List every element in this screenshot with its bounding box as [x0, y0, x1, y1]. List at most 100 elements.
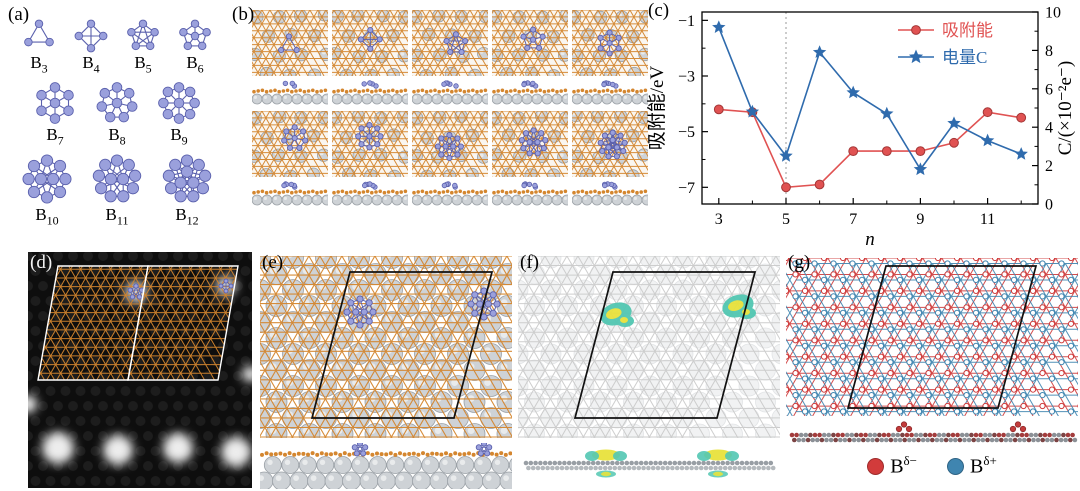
cluster-label: B7	[46, 124, 64, 148]
cluster-row: B3 B4 B5 B6	[21, 18, 213, 75]
blue-atom-icon	[947, 457, 964, 475]
legend-b-delta-plus-label: Bδ+	[970, 453, 997, 478]
red-atom-icon	[867, 457, 885, 475]
svg-text:10: 10	[1045, 5, 1061, 22]
adsorption-structure-tile-b12	[572, 111, 648, 206]
structure-top-view	[572, 10, 648, 76]
cluster-label: B6	[186, 53, 204, 76]
panel-b-label: (b)	[232, 4, 255, 25]
cluster-b4: B4	[73, 18, 109, 75]
charge-legend: Bδ− Bδ+	[786, 449, 1078, 483]
structure-top-view	[492, 10, 568, 76]
structure-side-view	[572, 180, 648, 206]
charge-lattice-side-view	[786, 419, 1078, 449]
cluster-row: B10 B11 B12	[20, 152, 214, 227]
cluster-b10-icon	[22, 154, 72, 204]
svg-text:6: 6	[1045, 81, 1053, 98]
structure-top-view-large	[260, 256, 512, 438]
svg-text:−5: −5	[678, 124, 695, 141]
panel-f-label: (f)	[520, 252, 539, 273]
cluster-b6: B6	[177, 18, 213, 75]
svg-text:7: 7	[849, 211, 857, 228]
adsorption-energy-chart: −1 −3 −5 −7 0 2 4 6 8 10 3 5 7 9 11 吸附能 电量C n 吸附能/eV C/(×10…	[646, 0, 1080, 251]
structure-views	[260, 256, 512, 489]
cluster-b11: B11	[90, 152, 144, 227]
structure-side-view	[252, 79, 328, 105]
panel-e-label: (e)	[262, 252, 284, 273]
structure-side-view	[492, 180, 568, 206]
svg-text:9: 9	[916, 211, 924, 228]
svg-text:C/(×10⁻²e⁻): C/(×10⁻²e⁻)	[1055, 61, 1076, 156]
adsorption-structure-tile-b5	[412, 10, 488, 105]
svg-text:5: 5	[782, 211, 790, 228]
adsorption-structure-tile-b7	[572, 10, 648, 105]
cluster-b9: B9	[156, 80, 202, 147]
adsorption-structure-tile-b11	[492, 111, 568, 206]
structure-side-view	[332, 180, 408, 206]
svg-text:4: 4	[1045, 120, 1053, 137]
cluster-label: B9	[170, 124, 188, 148]
boron-cluster-grid: B3 B4 B5 B6 B7 B8 B9 B10 B11 B12	[6, 18, 228, 227]
svg-text:−1: −1	[678, 13, 695, 30]
cluster-b9-icon	[158, 82, 200, 124]
lattice-views	[786, 258, 1078, 449]
charge-density-views	[518, 256, 780, 489]
structure-side-view	[412, 79, 488, 105]
structure-side-view	[412, 180, 488, 206]
svg-text:吸附能/eV: 吸附能/eV	[646, 66, 668, 151]
structure-top-view	[332, 111, 408, 177]
svg-text:2: 2	[1045, 158, 1053, 175]
stm-image	[28, 252, 252, 488]
panel-e-structure-model: (e)	[260, 252, 512, 489]
cluster-label: B12	[175, 204, 199, 228]
svg-text:−3: −3	[678, 69, 695, 86]
adsorption-structure-tile-b6	[492, 10, 568, 105]
svg-text:−7: −7	[678, 180, 695, 197]
structure-side-view	[572, 79, 648, 105]
svg-text:电量C: 电量C	[942, 48, 987, 67]
cluster-b10: B10	[20, 152, 74, 227]
structure-side-view	[332, 79, 408, 105]
panel-d-label: (d)	[30, 252, 53, 273]
cluster-b8: B8	[94, 80, 140, 147]
cluster-b5-icon	[127, 19, 159, 51]
panel-g-label: (g)	[788, 252, 811, 273]
svg-text:0: 0	[1045, 197, 1053, 214]
structure-top-view	[252, 10, 328, 76]
panel-c-chart: (c) −1 −3 −5 −7 0 2 4 6 8 10 3 5 7 9 11 吸附能 电量C n 吸附能/eV C/…	[646, 0, 1080, 250]
panel-d-stm-image: (d)	[28, 252, 252, 488]
structure-side-view	[252, 180, 328, 206]
panel-a-boron-clusters: (a) B3 B4 B5 B6 B7 B8 B9 B10 B11 B12	[6, 4, 228, 248]
structure-top-view	[252, 111, 328, 177]
charge-density-top-view	[518, 256, 780, 438]
adsorption-structure-tile-b4	[332, 10, 408, 105]
adsorption-structure-tile-b8	[252, 111, 328, 206]
cluster-b6-icon	[179, 19, 211, 51]
charge-density-side-view	[518, 443, 780, 489]
panel-a-label: (a)	[8, 4, 30, 25]
cluster-label: B3	[30, 53, 48, 76]
cluster-b3: B3	[21, 18, 57, 75]
cluster-b12-icon	[162, 154, 212, 203]
charge-lattice-top-view	[786, 258, 1078, 416]
panel-b-adsorption-structures: (b)	[230, 4, 648, 248]
svg-text:吸附能: 吸附能	[942, 21, 993, 40]
structure-top-view	[412, 111, 488, 177]
legend-b-delta-minus: Bδ−	[867, 453, 917, 479]
structure-top-view	[412, 10, 488, 76]
cluster-b11-icon	[92, 154, 142, 203]
legend-b-delta-plus: Bδ+	[947, 453, 997, 479]
structure-side-view	[492, 79, 568, 105]
panel-c-label: (c)	[648, 0, 670, 21]
adsorption-structure-tile-b3	[252, 10, 328, 105]
panel-f-charge-density: (f)	[518, 252, 780, 489]
cluster-row: B7 B8 B9	[32, 80, 202, 147]
svg-text:11: 11	[980, 211, 995, 228]
adsorption-structure-tile-b9	[332, 111, 408, 206]
svg-text:8: 8	[1045, 43, 1053, 60]
structure-top-view	[572, 111, 648, 177]
cluster-label: B8	[108, 124, 126, 148]
panel-g-charge-distribution: (g) Bδ− Bδ+	[786, 252, 1078, 488]
